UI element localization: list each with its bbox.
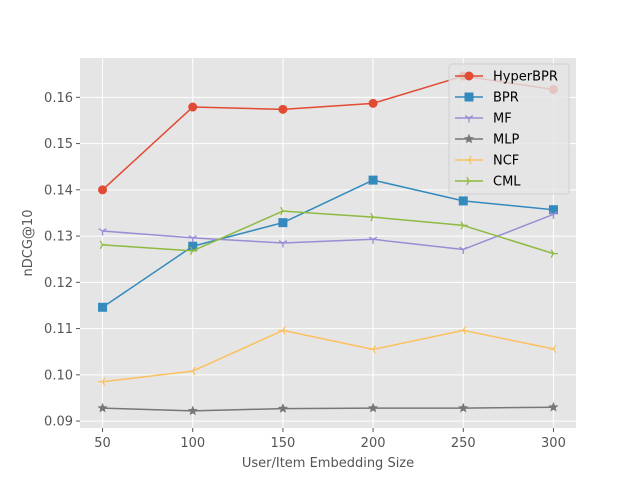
data-point-ncf <box>548 344 557 354</box>
series-line-bpr <box>102 179 554 308</box>
series-mlp <box>97 401 559 416</box>
legend-marker-mlp <box>463 133 475 144</box>
legend-marker-bpr <box>464 92 474 102</box>
series-line-cml <box>102 210 554 255</box>
y-tick-label: 0.11 <box>44 322 73 337</box>
x-axis-ticks: 50 100 150 200 250 300 <box>94 428 566 451</box>
legend-marker-cml <box>466 176 474 186</box>
legend-label-ncf: NCF <box>493 154 519 169</box>
data-point-bpr <box>368 175 378 185</box>
legend-marker-ncf <box>464 155 472 165</box>
legend-item-mf: MF <box>455 112 512 127</box>
series-line-mf <box>102 213 554 251</box>
data-point-mf <box>278 240 288 248</box>
y-tick-label: 0.12 <box>44 276 73 291</box>
legend-item-hyperbpr: HyperBPR <box>455 70 558 85</box>
data-point-mf <box>459 246 468 254</box>
data-point-cml <box>370 212 378 222</box>
series-line-mlp <box>102 406 554 412</box>
data-point-cml <box>550 249 558 258</box>
legend-label-hyperbpr: HyperBPR <box>493 70 558 85</box>
data-point-ncf <box>188 366 196 376</box>
data-point-hyperbpr <box>188 102 198 112</box>
y-tick-label: 0.13 <box>44 230 73 245</box>
y-tick-label: 0.10 <box>44 368 73 383</box>
x-tick-label: 300 <box>541 436 566 451</box>
data-point-cml <box>280 206 288 216</box>
y-tick-label: 0.09 <box>44 415 73 430</box>
x-axis-title: User/Item Embedding Size <box>242 456 414 471</box>
legend-label-cml: CML <box>493 175 521 190</box>
data-point-mlp <box>277 403 288 413</box>
data-point-cml <box>99 240 108 250</box>
legend-label-bpr: BPR <box>493 91 519 106</box>
legend-label-mf: MF <box>493 112 512 127</box>
legend-item-mlp: MLP <box>455 133 519 148</box>
data-point-cml <box>189 246 198 256</box>
data-point-mf <box>188 235 197 243</box>
data-point-bpr <box>98 302 108 312</box>
legend-marker-hyperbpr <box>464 71 474 81</box>
series-cml <box>99 206 558 258</box>
data-point-mf <box>98 228 107 236</box>
data-point-cml <box>460 221 468 230</box>
y-axis-title: nDCG@10 <box>21 210 36 277</box>
data-point-hyperbpr <box>278 104 288 114</box>
data-point-bpr <box>278 218 288 228</box>
data-point-hyperbpr <box>98 185 108 195</box>
series-mf <box>98 211 558 254</box>
y-tick-label: 0.14 <box>44 183 73 198</box>
data-point-mlp <box>458 402 469 413</box>
series-ncf <box>98 326 557 386</box>
x-tick-label: 150 <box>270 436 295 451</box>
legend-marker-mf <box>464 115 474 123</box>
series-line-ncf <box>102 329 554 383</box>
data-point-ncf <box>278 326 286 335</box>
x-tick-label: 250 <box>451 436 476 451</box>
data-point-ncf <box>458 326 467 335</box>
x-tick-label: 50 <box>94 436 111 451</box>
x-tick-label: 100 <box>180 436 205 451</box>
legend-item-ncf: NCF <box>455 154 519 169</box>
data-point-hyperbpr <box>368 98 378 108</box>
y-tick-label: 0.15 <box>44 137 73 152</box>
legend-label-mlp: MLP <box>493 133 519 148</box>
data-point-mf <box>368 236 378 244</box>
data-point-mlp <box>368 402 379 413</box>
legend-item-cml: CML <box>455 175 521 190</box>
y-tick-label: 0.16 <box>44 91 73 106</box>
series-layer <box>97 71 559 416</box>
y-axis-ticks: 0.09 0.10 0.11 0.12 0.13 0.14 0.15 0.16 <box>44 91 80 430</box>
data-point-ncf <box>98 377 106 386</box>
data-point-mf <box>549 211 558 219</box>
legend-item-bpr: BPR <box>455 91 519 106</box>
data-point-mlp <box>97 402 108 413</box>
data-point-bpr <box>458 196 468 206</box>
x-tick-label: 200 <box>361 436 386 451</box>
data-point-mlp <box>548 401 559 412</box>
data-point-ncf <box>368 345 376 354</box>
data-point-mlp <box>187 405 198 416</box>
legend: HyperBPR BPR MF MLP NCF CML <box>448 63 570 195</box>
